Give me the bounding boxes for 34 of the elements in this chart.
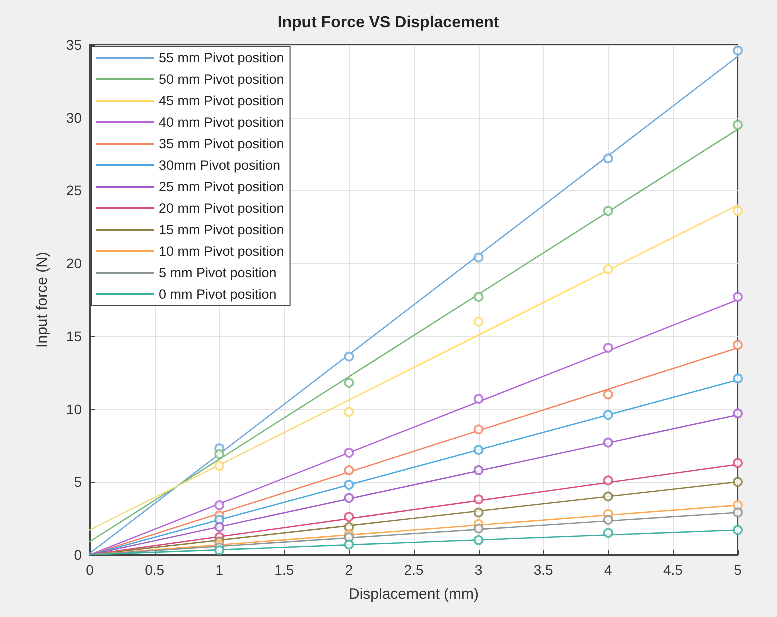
x-axis-title: Displacement (mm) <box>348 586 480 603</box>
x-tick-label: 0 <box>86 562 94 578</box>
legend-label: 20 mm Pivot position <box>159 201 284 216</box>
legend-label: 35 mm Pivot position <box>159 136 284 152</box>
x-tick-label: 0.5 <box>145 562 165 578</box>
x-tick-label: 2.5 <box>404 562 424 578</box>
y-tick-label: 10 <box>66 401 82 418</box>
legend-label: 15 mm Pivot position <box>159 222 284 238</box>
legend-label: 55 mm Pivot position <box>159 50 284 66</box>
x-tick-label: 3 <box>474 562 483 578</box>
y-tick-label: 15 <box>66 328 82 344</box>
legend-label: 10 mm Pivot position <box>159 244 284 259</box>
legend-label: 40 mm Pivot position <box>159 115 284 130</box>
y-tick-label: 30 <box>66 110 82 126</box>
x-tick-label: 5 <box>734 562 742 578</box>
x-tick-label: 2 <box>345 562 354 578</box>
legend-label: 45 mm Pivot position <box>159 94 284 108</box>
x-tick-label: 3.5 <box>534 562 554 578</box>
y-axis-title: Input force (N) <box>34 252 51 348</box>
y-tick-label: 25 <box>66 182 82 199</box>
legend-label: 5 mm Pivot position <box>159 266 277 280</box>
x-tick-label: 4 <box>604 562 612 578</box>
y-tick-label: 5 <box>74 474 82 490</box>
y-tick-label: 20 <box>66 256 82 272</box>
x-tick-label: 4.5 <box>663 562 684 578</box>
y-tick-label: 35 <box>66 37 82 53</box>
legend-label: 25 mm Pivot position <box>159 180 284 194</box>
legend-label: 30mm Pivot position <box>159 158 281 173</box>
x-tick-label: 1.5 <box>274 562 294 578</box>
y-tick-label: 0 <box>74 547 82 563</box>
x-tick-label: 1 <box>216 562 224 578</box>
chart-title: Input Force VS Displacement <box>278 14 500 32</box>
legend-label: 0 mm Pivot position <box>159 287 277 302</box>
legend-label: 50 mm Pivot position <box>159 72 284 87</box>
